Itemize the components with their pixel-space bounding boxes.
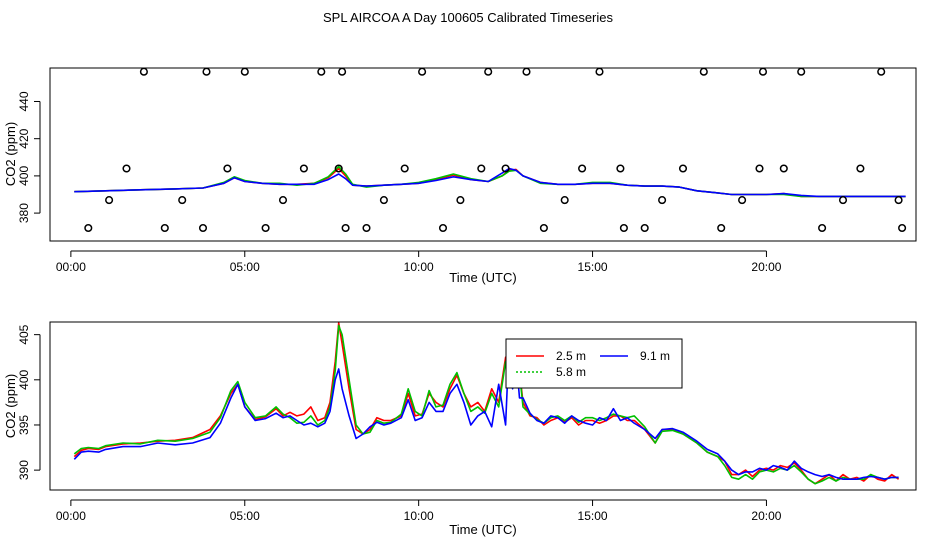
bottom-x-tick-label: 05:00 (230, 509, 260, 523)
top-marker-point (797, 67, 806, 76)
legend-box (505, 338, 683, 389)
top-marker-point (779, 164, 788, 173)
top-y-tick-label: 400 (17, 166, 31, 186)
bottom-series-2-5-m (73, 322, 900, 485)
top-marker-point (699, 67, 708, 76)
top-marker-point (560, 196, 569, 205)
legend-label-5-8m: 5.8 m (556, 365, 586, 379)
top-y-tick-label: 440 (17, 91, 31, 111)
top-x-tick-label: 10:00 (404, 260, 434, 274)
top-marker-point (299, 164, 308, 173)
bottom-x-tick-label: 15:00 (578, 509, 608, 523)
top-y-tick-label: 380 (17, 203, 31, 223)
legend: 2.5 m 5.8 m 9.1 m (505, 338, 683, 389)
bottom-x-tick-label: 10:00 (404, 509, 434, 523)
bottom-plot-area (73, 322, 900, 485)
bottom-series-9-1-m (73, 342, 899, 481)
top-plot-frame (49, 67, 917, 242)
top-marker-point (341, 223, 350, 233)
top-marker-point (658, 196, 667, 205)
top-marker-point (838, 196, 848, 205)
legend-label-2-5m: 2.5 m (556, 349, 586, 363)
top-series-2-5-m (74, 167, 906, 198)
top-marker-point (501, 164, 510, 173)
top-marker-point (317, 67, 326, 76)
top-marker-point (456, 196, 465, 205)
top-marker-point (198, 223, 208, 233)
top-y-axis: 380 400 420 440 (17, 91, 41, 223)
top-marker-point (522, 67, 531, 76)
bottom-x-tick-label: 00:00 (56, 509, 86, 523)
top-marker-point (856, 164, 865, 173)
top-marker-point (202, 67, 211, 76)
top-x-tick-label: 15:00 (578, 260, 608, 274)
top-marker-point (438, 223, 448, 233)
top-marker-point (640, 223, 649, 233)
top-marker-point (105, 196, 114, 205)
bottom-y-tick-label: 405 (17, 324, 31, 344)
top-marker-point (418, 67, 427, 76)
top-plot-area (74, 67, 907, 233)
figure-title: SPL AIRCOA A Day 100605 Calibrated Times… (323, 10, 614, 25)
bottom-x-axis-label: Time (UTC) (449, 522, 516, 537)
top-y-axis-label: CO2 (ppm) (3, 122, 18, 186)
top-marker-point (223, 164, 232, 173)
top-marker-point (898, 223, 907, 233)
top-marker-point (877, 67, 886, 76)
top-marker-point (261, 223, 270, 233)
top-x-axis-label: Time (UTC) (449, 270, 516, 285)
top-marker-point (84, 223, 93, 233)
top-marker-point (818, 223, 827, 233)
top-marker-point (379, 196, 388, 205)
top-series-9-1-m (74, 167, 906, 198)
top-marker-point (755, 164, 764, 173)
bottom-y-tick-label: 400 (17, 369, 31, 389)
legend-label-9-1m: 9.1 m (640, 349, 670, 363)
top-marker-point (338, 67, 347, 76)
top-marker-point (334, 164, 343, 173)
top-marker-point (139, 67, 148, 76)
bottom-y-tick-label: 395 (17, 415, 31, 435)
top-marker-point (477, 164, 486, 173)
top-marker-point (122, 164, 131, 173)
top-marker-point (362, 223, 371, 233)
top-marker-point (717, 223, 726, 233)
top-marker-point (160, 223, 169, 233)
top-marker-point (619, 223, 628, 233)
bottom-y-axis-label: CO2 (ppm) (3, 374, 18, 438)
top-marker-point (278, 196, 288, 205)
top-marker-point (758, 67, 768, 76)
top-marker-point (400, 164, 409, 173)
top-marker-point (240, 67, 249, 76)
top-x-tick-label: 05:00 (230, 260, 260, 274)
top-panel: 00:00 05:00 10:00 15:00 20:00 380 400 420 440 T… (3, 67, 917, 285)
top-marker-point (616, 164, 625, 173)
bottom-plot-frame (49, 321, 917, 491)
top-y-tick-label: 420 (17, 128, 31, 148)
top-marker-point (578, 164, 587, 173)
top-marker-point (539, 223, 548, 233)
bottom-x-tick-label: 20:00 (751, 509, 781, 523)
top-marker-point (678, 164, 688, 173)
top-x-axis: 00:00 05:00 10:00 15:00 20:00 (56, 250, 782, 274)
bottom-y-axis: 390 395 400 405 (17, 324, 41, 480)
top-x-tick-label: 20:00 (751, 260, 781, 274)
top-marker-point (738, 196, 747, 205)
top-marker-point (894, 196, 903, 205)
top-x-tick-label: 00:00 (56, 260, 86, 274)
bottom-y-tick-label: 390 (17, 460, 31, 480)
bottom-x-axis: 00:00 05:00 10:00 15:00 20:00 (56, 499, 782, 523)
top-marker-point (178, 196, 187, 205)
top-marker-point (595, 67, 604, 76)
top-marker-point (484, 67, 493, 76)
bottom-panel: 00:00 05:00 10:00 15:00 20:00 390 395 400 405 T… (3, 321, 917, 537)
